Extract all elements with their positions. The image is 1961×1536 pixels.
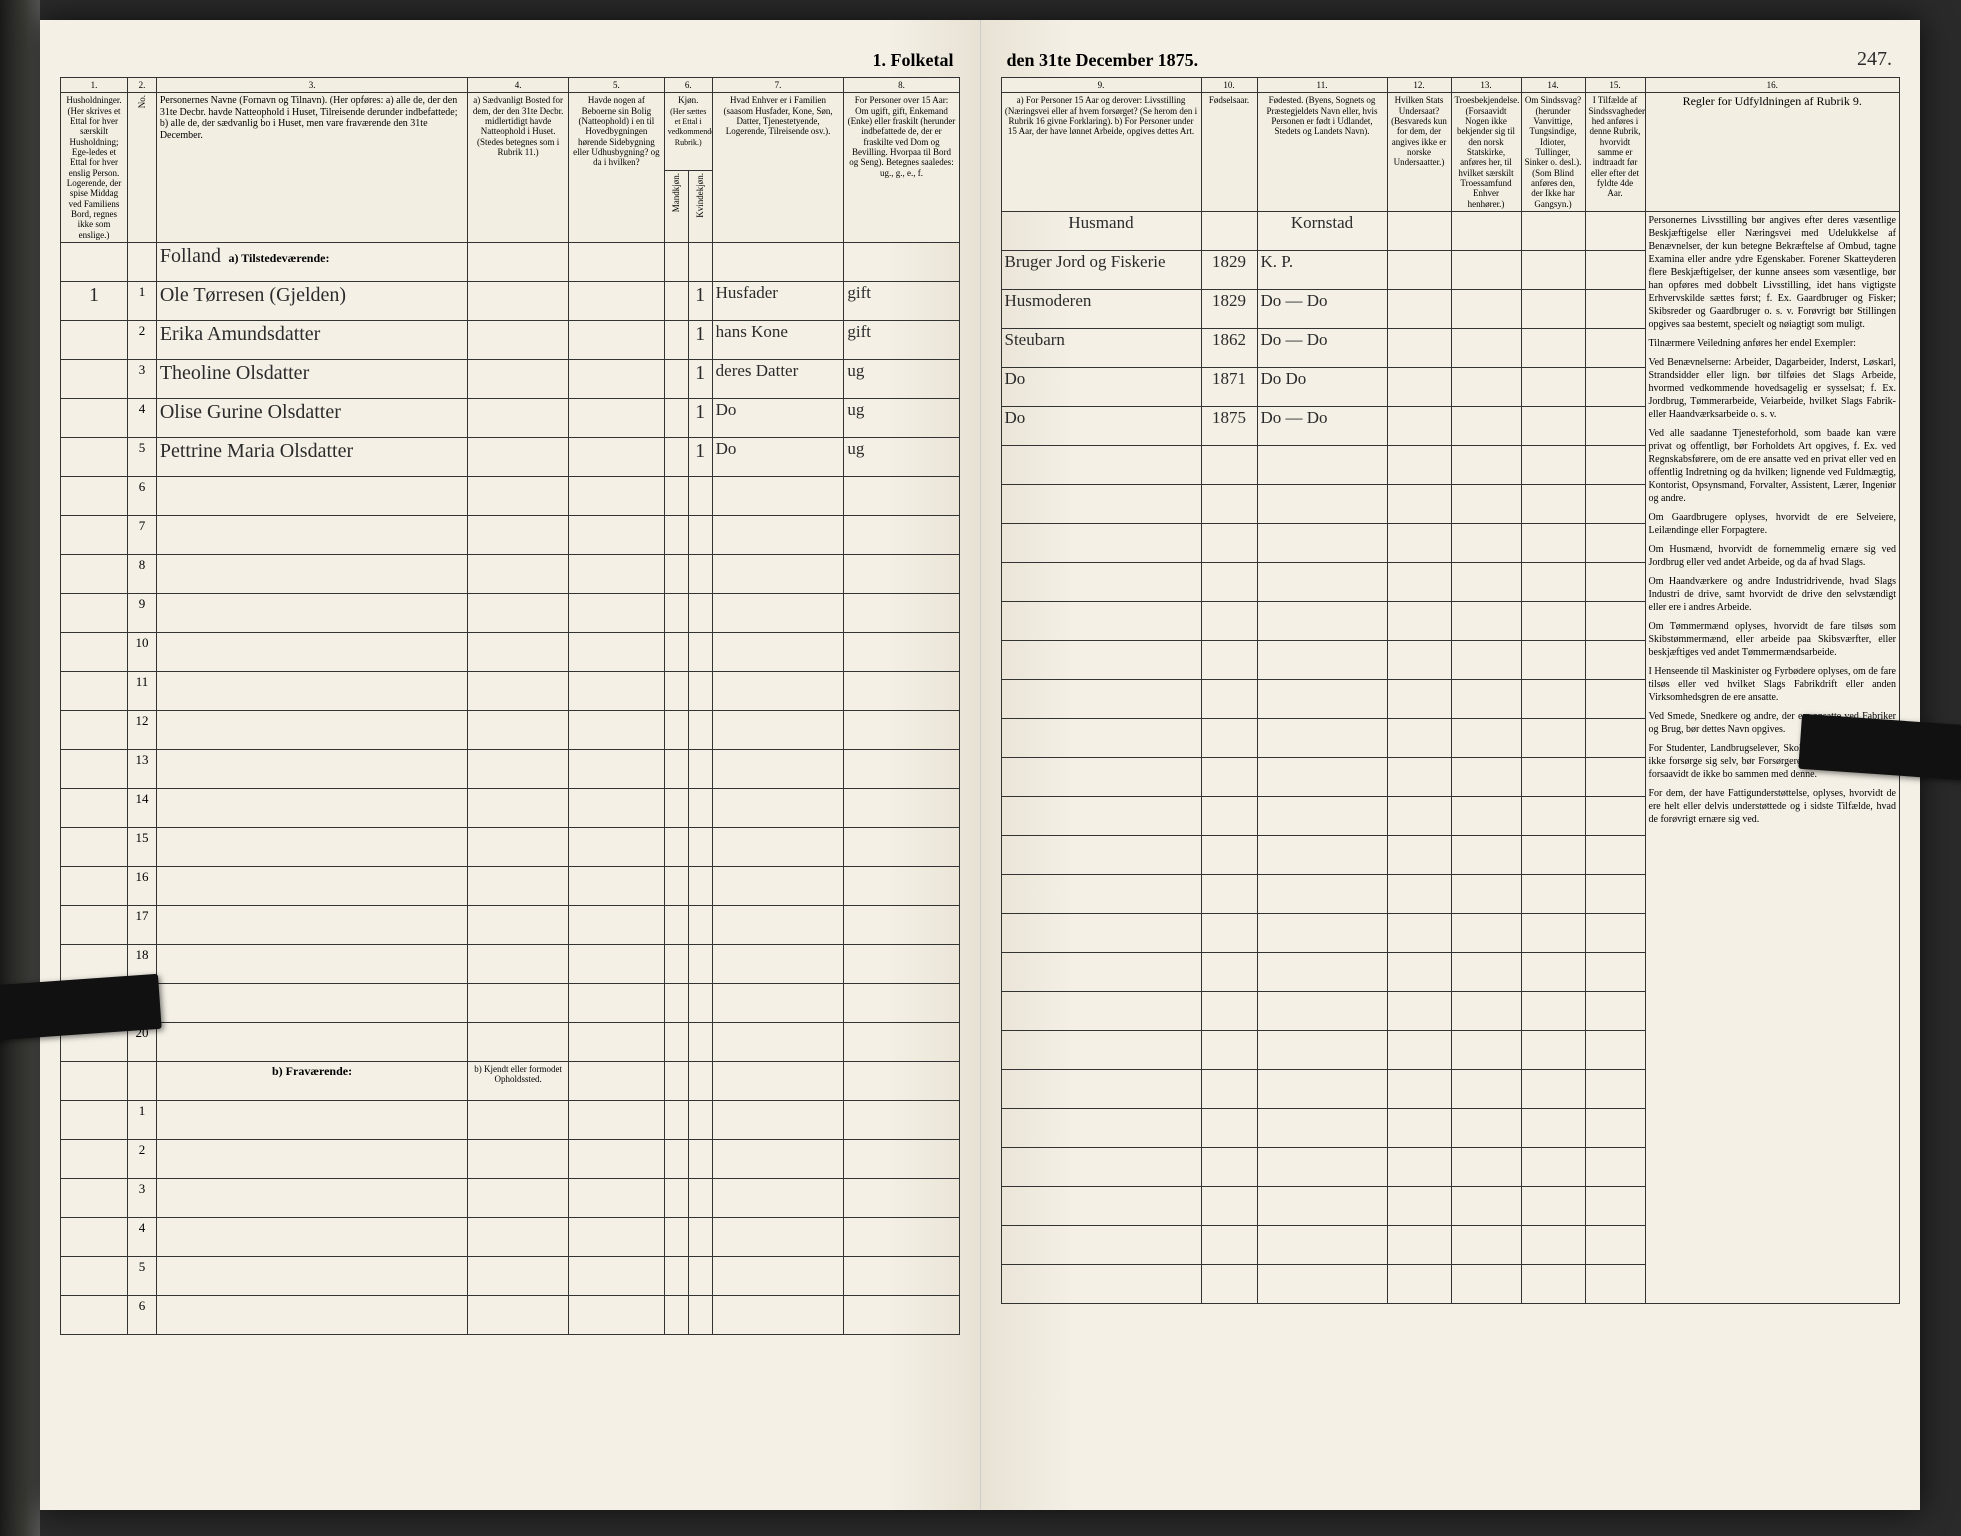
hdr-1: Husholdninger. (Her skrives et Ettal for… xyxy=(61,93,128,243)
table-row: 15 xyxy=(61,828,960,867)
left-page: 1. Folketal 1. 2. 3. 4. 5. 6. 7. 8. Hush… xyxy=(40,20,981,1510)
page-number: 247. xyxy=(1857,48,1892,70)
hdr-15: I Tilfælde af Sindssvagheder hed anføres… xyxy=(1585,93,1645,212)
hdr-13: Troesbekjendelse. (Forsaavidt Nogen ikke… xyxy=(1451,93,1521,212)
hdr-12: Hvilken Stats Undersaat? (Besvareds kun … xyxy=(1387,93,1451,212)
table-row: 4 xyxy=(61,1218,960,1257)
title-left: 1. Folketal xyxy=(60,50,960,71)
hdr-7: Hvad Enhver er i Familien (saasom Husfad… xyxy=(712,93,844,243)
col-13: 13. xyxy=(1451,78,1521,93)
hdr-16: Regler for Udfyldningen af Rubrik 9. xyxy=(1645,93,1900,212)
col-8: 8. xyxy=(844,78,959,93)
table-row: 3Theoline Olsdatter1deres Datterug xyxy=(61,360,960,399)
table-row: 2Erika Amundsdatter1hans Konegift xyxy=(61,321,960,360)
table-row: HusmandKornstadPersonernes Livsstilling … xyxy=(1001,212,1900,251)
table-row: 18 xyxy=(61,945,960,984)
hdr-6b: Mandkjøn. xyxy=(664,171,688,243)
col-16: 16. xyxy=(1645,78,1900,93)
place-name: Folland xyxy=(160,245,221,267)
hdr-9: a) For Personer 15 Aar og derover: Livss… xyxy=(1001,93,1201,212)
col-9: 9. xyxy=(1001,78,1201,93)
hdr-6c: Kvindekjøn. xyxy=(688,171,712,243)
right-page: 247. den 31te December 1875. 9. 10. 11. … xyxy=(981,20,1921,1510)
header-row-right: a) For Personer 15 Aar og derover: Livss… xyxy=(1001,93,1900,212)
table-row: 19 xyxy=(61,984,960,1023)
table-row: 8 xyxy=(61,555,960,594)
table-row: 5Pettrine Maria Olsdatter1Doug xyxy=(61,438,960,477)
hdr-3: Personernes Navne (Fornavn og Tilnavn). … xyxy=(156,93,467,243)
hdr-5: Havde nogen af Beboerne sin Bolig (Natte… xyxy=(568,93,664,243)
table-row: 17 xyxy=(61,906,960,945)
colnum-row: 1. 2. 3. 4. 5. 6. 7. 8. xyxy=(61,78,960,93)
table-row: 10 xyxy=(61,633,960,672)
table-row: 6 xyxy=(61,1296,960,1335)
col-4: 4. xyxy=(468,78,569,93)
table-row: 13 xyxy=(61,750,960,789)
hdr-2: No. xyxy=(128,93,157,243)
table-row: 3 xyxy=(61,1179,960,1218)
table-row: 12 xyxy=(61,711,960,750)
table-row: 14 xyxy=(61,789,960,828)
right-table: 9. 10. 11. 12. 13. 14. 15. 16. a) For Pe… xyxy=(1001,77,1901,1304)
col-7: 7. xyxy=(712,78,844,93)
col-10: 10. xyxy=(1201,78,1257,93)
col-1: 1. xyxy=(61,78,128,93)
colnum-row-right: 9. 10. 11. 12. 13. 14. 15. 16. xyxy=(1001,78,1900,93)
table-row: 4Olise Gurine Olsdatter1Doug xyxy=(61,399,960,438)
hdr-6a: Kjøn.(Her sættes et Ettal i vedkommende … xyxy=(664,93,712,171)
col-12: 12. xyxy=(1387,78,1451,93)
col-5: 5. xyxy=(568,78,664,93)
table-row: 11Ole Tørresen (Gjelden)1Husfadergift xyxy=(61,282,960,321)
title-right: den 31te December 1875. xyxy=(1001,50,1901,71)
header-row: Husholdninger. (Her skrives et Ettal for… xyxy=(61,93,960,171)
section-present-row: Folland a) Tilstedeværende: xyxy=(61,243,960,282)
hdr-8: For Personer over 15 Aar: Om ugift, gift… xyxy=(844,93,959,243)
section-absent-row: b) Fraværende:b) Kjendt eller formodet O… xyxy=(61,1062,960,1101)
table-row: 5 xyxy=(61,1257,960,1296)
col-2: 2. xyxy=(128,78,157,93)
table-row: 7 xyxy=(61,516,960,555)
hdr-11: Fødested. (Byens, Sognets og Præstegjeld… xyxy=(1257,93,1387,212)
hdr-14: Om Sindssvag? (herunder Vanvittige, Tung… xyxy=(1521,93,1585,212)
col-3: 3. xyxy=(156,78,467,93)
col-15: 15. xyxy=(1585,78,1645,93)
col-11: 11. xyxy=(1257,78,1387,93)
hdr-4: a) Sædvanligt Bosted for dem, der den 31… xyxy=(468,93,569,243)
left-table: 1. 2. 3. 4. 5. 6. 7. 8. Husholdninger. (… xyxy=(60,77,960,1335)
table-row: 16 xyxy=(61,867,960,906)
hdr-10: Fødselsaar. xyxy=(1201,93,1257,212)
book-binding-edge xyxy=(0,0,40,1536)
table-row: 6 xyxy=(61,477,960,516)
ledger-book: 1. Folketal 1. 2. 3. 4. 5. 6. 7. 8. Hush… xyxy=(40,20,1920,1510)
table-row: 11 xyxy=(61,672,960,711)
table-row: 2 xyxy=(61,1140,960,1179)
table-row: 1 xyxy=(61,1101,960,1140)
col-14: 14. xyxy=(1521,78,1585,93)
col-6: 6. xyxy=(664,78,712,93)
table-row: 9 xyxy=(61,594,960,633)
table-row: 20 xyxy=(61,1023,960,1062)
